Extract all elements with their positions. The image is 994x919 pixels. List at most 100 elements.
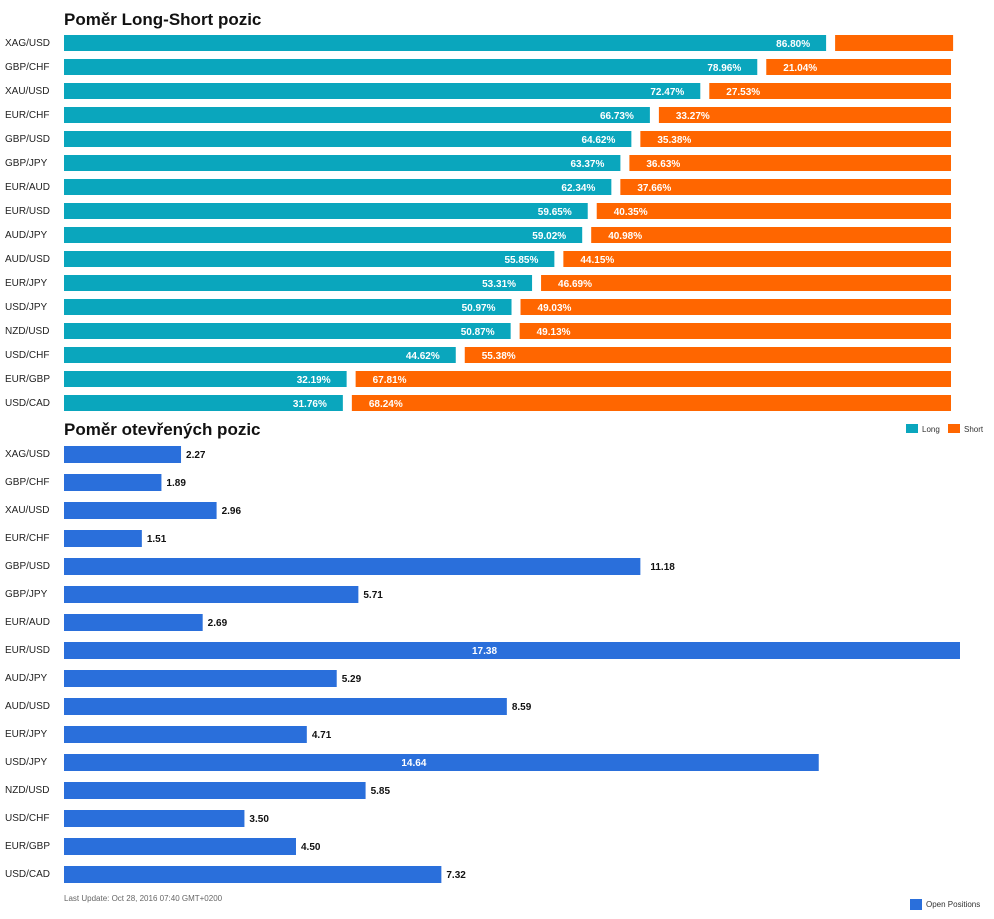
short-bar-eur-usd	[596, 203, 951, 219]
open-positions-legend: Open Positions	[910, 899, 980, 910]
chart1-title: Poměr Long-Short pozic	[64, 10, 261, 29]
short-bar-label: 33.27%	[676, 111, 710, 122]
open-positions-value-label: 17.38	[472, 646, 497, 657]
open-positions-bar-eur-jpy	[64, 726, 307, 743]
long-bar-label: 72.47%	[650, 87, 684, 98]
last-update-text: Last Update: Oct 28, 2016 07:40 GMT+0200	[64, 894, 223, 903]
long-bar-xau-usd	[64, 83, 701, 99]
chart1-category-label: USD/CAD	[5, 398, 50, 409]
short-bar-label: 44.15%	[580, 255, 614, 266]
long-short-legend: Long Short	[906, 424, 984, 434]
open-positions-value-label: 2.27	[186, 450, 206, 461]
long-bar-label: 62.34%	[561, 183, 595, 194]
chart2-category-label: EUR/JPY	[5, 729, 48, 740]
long-bar-eur-chf	[64, 107, 650, 123]
long-bar-label: 31.76%	[293, 399, 327, 410]
short-bar-label: 37.66%	[637, 183, 671, 194]
short-bar-aud-jpy	[591, 227, 951, 243]
open-positions-bar-eur-usd	[64, 642, 960, 659]
long-bar-label: 32.19%	[297, 375, 331, 386]
short-bar-gbp-usd	[640, 131, 951, 147]
open-positions-bar-eur-chf	[64, 530, 142, 547]
short-bar-label: 40.35%	[614, 207, 648, 218]
chart2-category-label: GBP/USD	[5, 561, 50, 572]
open-positions-chart: XAG/USD 2.27 GBP/CHF 1.89 XAU/USD 2.96 EUR/CHF…	[5, 446, 960, 883]
chart1-category-label: EUR/JPY	[5, 278, 48, 289]
chart1-category-label: AUD/USD	[5, 254, 50, 265]
long-short-chart: XAG/USD 86.80% GBP/CHF 78.96% 21.04% XAU/USD 7…	[5, 35, 954, 411]
open-positions-value-label: 5.85	[371, 786, 391, 797]
open-positions-value-label: 5.29	[342, 674, 362, 685]
open-positions-value-label: 7.32	[446, 870, 466, 881]
chart2-category-label: XAU/USD	[5, 505, 49, 516]
chart2-category-label: USD/JPY	[5, 757, 48, 768]
open-positions-bar-aud-usd	[64, 698, 507, 715]
long-bar-eur-aud	[64, 179, 612, 195]
long-bar-gbp-chf	[64, 59, 758, 75]
chart1-category-label: XAG/USD	[5, 38, 50, 49]
legend-open-positions-label: Open Positions	[926, 900, 980, 909]
short-bar-eur-gbp	[355, 371, 952, 387]
chart2-category-label: EUR/GBP	[5, 841, 50, 852]
short-bar-eur-jpy	[541, 275, 951, 291]
short-bar-label: 40.98%	[608, 231, 642, 242]
long-bar-label: 53.31%	[482, 279, 516, 290]
chart1-category-label: GBP/CHF	[5, 62, 49, 73]
short-bar-label: 27.53%	[726, 87, 760, 98]
short-bar-usd-cad	[351, 395, 952, 411]
open-positions-value-label: 8.59	[512, 702, 532, 713]
short-bar-label: 46.69%	[558, 279, 592, 290]
chart2-category-label: EUR/AUD	[5, 617, 50, 628]
chart2-category-label: EUR/CHF	[5, 533, 49, 544]
open-positions-value-label: 1.89	[166, 478, 186, 489]
chart1-category-label: EUR/AUD	[5, 182, 50, 193]
open-positions-bar-eur-gbp	[64, 838, 296, 855]
short-bar-usd-chf	[464, 347, 951, 363]
chart1-category-label: EUR/USD	[5, 206, 50, 217]
chart1-category-label: USD/JPY	[5, 302, 48, 313]
short-bar-gbp-chf	[766, 59, 951, 75]
open-positions-value-label: 3.50	[249, 814, 269, 825]
long-bar-label: 50.87%	[461, 327, 495, 338]
chart1-category-label: AUD/JPY	[5, 230, 48, 241]
long-bar-label: 86.80%	[776, 39, 810, 50]
short-bar-label: 67.81%	[373, 375, 407, 386]
long-bar-label: 78.96%	[707, 63, 741, 74]
open-positions-bar-usd-chf	[64, 810, 245, 827]
open-positions-value-label: 2.69	[208, 618, 228, 629]
open-positions-bar-xag-usd	[64, 446, 182, 463]
short-bar-label: 49.03%	[538, 303, 572, 314]
chart2-title: Poměr otevřených pozic	[64, 420, 261, 439]
long-bar-label: 59.02%	[532, 231, 566, 242]
long-bar-label: 55.85%	[504, 255, 538, 266]
short-bar-xag-usd	[835, 35, 954, 51]
long-bar-eur-jpy	[64, 275, 533, 291]
open-positions-value-label: 4.71	[312, 730, 332, 741]
short-bar-label: 49.13%	[537, 327, 571, 338]
chart1-category-label: GBP/USD	[5, 134, 50, 145]
chart1-category-label: EUR/CHF	[5, 110, 49, 121]
short-bar-gbp-jpy	[629, 155, 951, 171]
legend-short-swatch	[948, 424, 960, 433]
long-bar-aud-usd	[64, 251, 555, 267]
long-bar-label: 63.37%	[570, 159, 604, 170]
legend-short-label: Short	[964, 425, 984, 434]
chart2-category-label: GBP/CHF	[5, 477, 49, 488]
open-positions-bar-usd-jpy	[64, 754, 819, 771]
long-bar-xag-usd	[64, 35, 827, 51]
long-bar-eur-usd	[64, 203, 588, 219]
chart2-category-label: AUD/USD	[5, 701, 50, 712]
short-bar-label: 68.24%	[369, 399, 403, 410]
short-bar-label: 35.38%	[657, 135, 691, 146]
open-positions-value-label: 14.64	[401, 758, 426, 769]
short-bar-label: 21.04%	[783, 63, 817, 74]
long-bar-usd-jpy	[64, 299, 512, 315]
open-positions-value-label: 4.50	[301, 842, 321, 853]
short-bar-label: 36.63%	[646, 159, 680, 170]
short-bar-xau-usd	[709, 83, 951, 99]
chart2-category-label: EUR/USD	[5, 645, 50, 656]
short-bar-label: 55.38%	[482, 351, 516, 362]
open-positions-bar-nzd-usd	[64, 782, 366, 799]
long-bar-label: 59.65%	[538, 207, 572, 218]
